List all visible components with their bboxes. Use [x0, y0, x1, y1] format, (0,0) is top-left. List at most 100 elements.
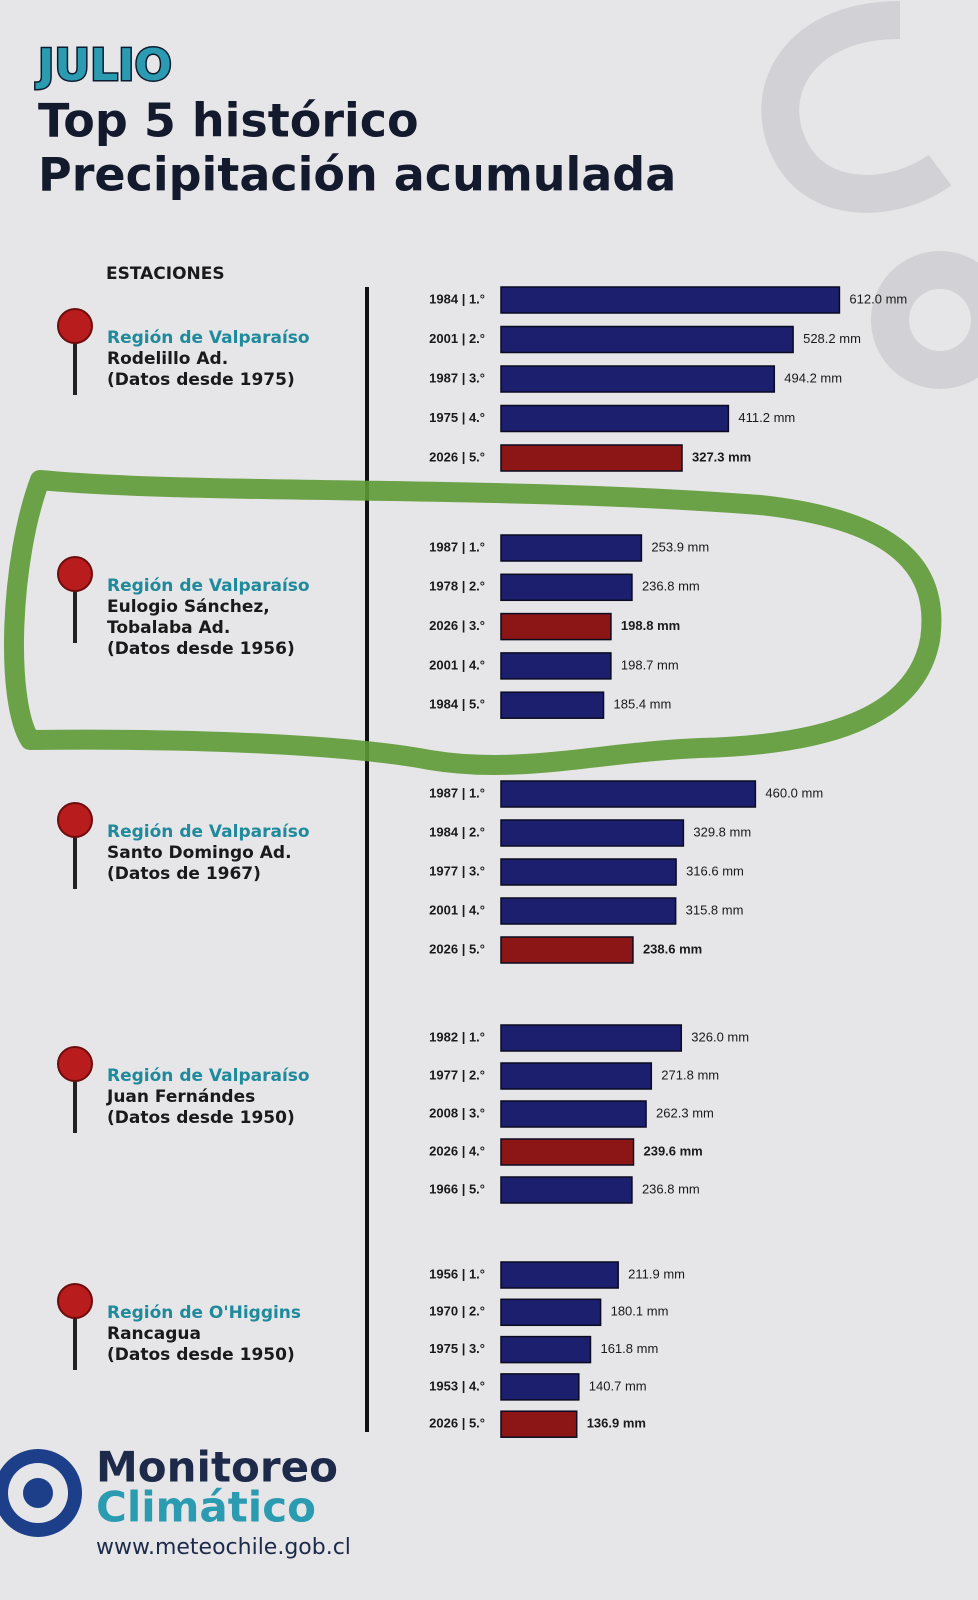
station-name: Juan Fernándes [106, 1087, 255, 1107]
category-label: 2026 | 4.° [429, 1143, 485, 1158]
pin-head [57, 1283, 93, 1319]
value-label: 239.6 mm [643, 1143, 702, 1158]
category-label: 1966 | 5.° [429, 1181, 485, 1196]
category-label: 1977 | 3.° [429, 863, 485, 878]
value-label: 271.8 mm [661, 1067, 719, 1082]
deco-circle [871, 251, 978, 389]
category-label: 2026 | 3.° [429, 618, 485, 633]
station-name: (Datos desde 1950) [107, 1345, 295, 1365]
value-label: 315.8 mm [686, 902, 744, 917]
station-name: (Datos desde 1956) [107, 639, 295, 659]
category-label: 1982 | 1.° [429, 1029, 485, 1044]
value-label: 329.8 mm [693, 824, 751, 839]
category-label: 1975 | 3.° [429, 1341, 485, 1356]
bar [500, 1373, 580, 1401]
bar [500, 444, 683, 472]
category-label: 2001 | 4.° [429, 657, 485, 672]
bar [500, 936, 634, 964]
month: JULIO [35, 40, 172, 91]
bar [500, 652, 612, 680]
category-label: 1987 | 1.° [429, 785, 485, 800]
pin-head [57, 1046, 93, 1082]
bar [500, 897, 677, 925]
bar [500, 404, 730, 433]
value-label: 236.8 mm [642, 1181, 700, 1196]
station-region: Región de Valparaíso [107, 1066, 310, 1086]
value-label: 136.9 mm [587, 1416, 646, 1431]
station-name: (Datos desde 1950) [107, 1108, 295, 1128]
value-label: 460.0 mm [765, 785, 823, 800]
value-label: 326.0 mm [691, 1029, 749, 1044]
bar [500, 534, 643, 562]
bar [500, 325, 794, 354]
station-name: Rancagua [107, 1324, 201, 1344]
value-label: 198.7 mm [621, 657, 679, 672]
category-label: 2026 | 5.° [429, 941, 485, 956]
bar [500, 612, 612, 641]
bar [500, 1298, 602, 1327]
station-name: (Datos de 1967) [107, 864, 261, 884]
station-region: Región de Valparaíso [107, 328, 310, 348]
pin-head [57, 556, 93, 592]
bar [500, 365, 776, 393]
value-label: 238.6 mm [643, 941, 702, 956]
category-label: 1984 | 2.° [429, 824, 485, 839]
station-region: Región de O'Higgins [107, 1303, 301, 1323]
value-label: 528.2 mm [803, 331, 861, 346]
category-label: 2001 | 2.° [429, 331, 485, 346]
bar [500, 286, 841, 314]
value-label: 211.9 mm [628, 1266, 685, 1281]
subtitle: Precipitación acumulada [38, 148, 676, 202]
category-label: 1977 | 2.° [429, 1067, 485, 1082]
category-label: 1978 | 2.° [429, 579, 485, 594]
highlight-loop [4, 470, 942, 776]
pin-head [57, 802, 93, 838]
bar [500, 1176, 633, 1204]
value-label: 612.0 mm [849, 291, 907, 306]
category-label: 2026 | 5.° [429, 449, 485, 464]
bar [500, 1100, 647, 1128]
bar [500, 691, 605, 719]
value-label: 180.1 mm [611, 1304, 669, 1319]
background-decoration [761, 1, 978, 389]
logo [0, 1449, 82, 1537]
station-region: Región de Valparaíso [107, 576, 310, 596]
bar [500, 819, 685, 847]
station-name: Eulogio Sánchez, [107, 597, 270, 617]
station-name: Rodelillo Ad. [107, 349, 228, 369]
category-label: 2008 | 3.° [429, 1105, 485, 1120]
value-label: 140.7 mm [589, 1378, 647, 1393]
category-label: 2001 | 4.° [429, 902, 485, 917]
bar [500, 1261, 619, 1289]
station-name: (Datos desde 1975) [107, 370, 295, 390]
category-label: 1987 | 1.° [429, 539, 485, 554]
logo-sun [23, 1478, 53, 1508]
value-label: 316.6 mm [686, 863, 744, 878]
category-label: 2026 | 5.° [429, 1416, 485, 1431]
category-label: 1984 | 5.° [429, 697, 485, 712]
stations-label: ESTACIONES [106, 264, 225, 284]
station-region: Región de Valparaíso [107, 822, 310, 842]
station-name: Tobalaba Ad. [107, 618, 230, 638]
brand-2: Climático [96, 1483, 316, 1532]
category-label: 1987 | 3.° [429, 370, 485, 385]
value-label: 253.9 mm [651, 539, 709, 554]
bar [500, 1062, 653, 1090]
value-label: 262.3 mm [656, 1105, 714, 1120]
value-label: 161.8 mm [600, 1341, 658, 1356]
value-label: 185.4 mm [614, 697, 672, 712]
value-label: 236.8 mm [642, 579, 700, 594]
category-label: 1975 | 4.° [429, 410, 485, 425]
value-label: 327.3 mm [692, 449, 751, 464]
pin-head [57, 308, 93, 344]
value-label: 494.2 mm [784, 370, 842, 385]
url: www.meteochile.gob.cl [96, 1535, 351, 1560]
bar [500, 1410, 578, 1438]
